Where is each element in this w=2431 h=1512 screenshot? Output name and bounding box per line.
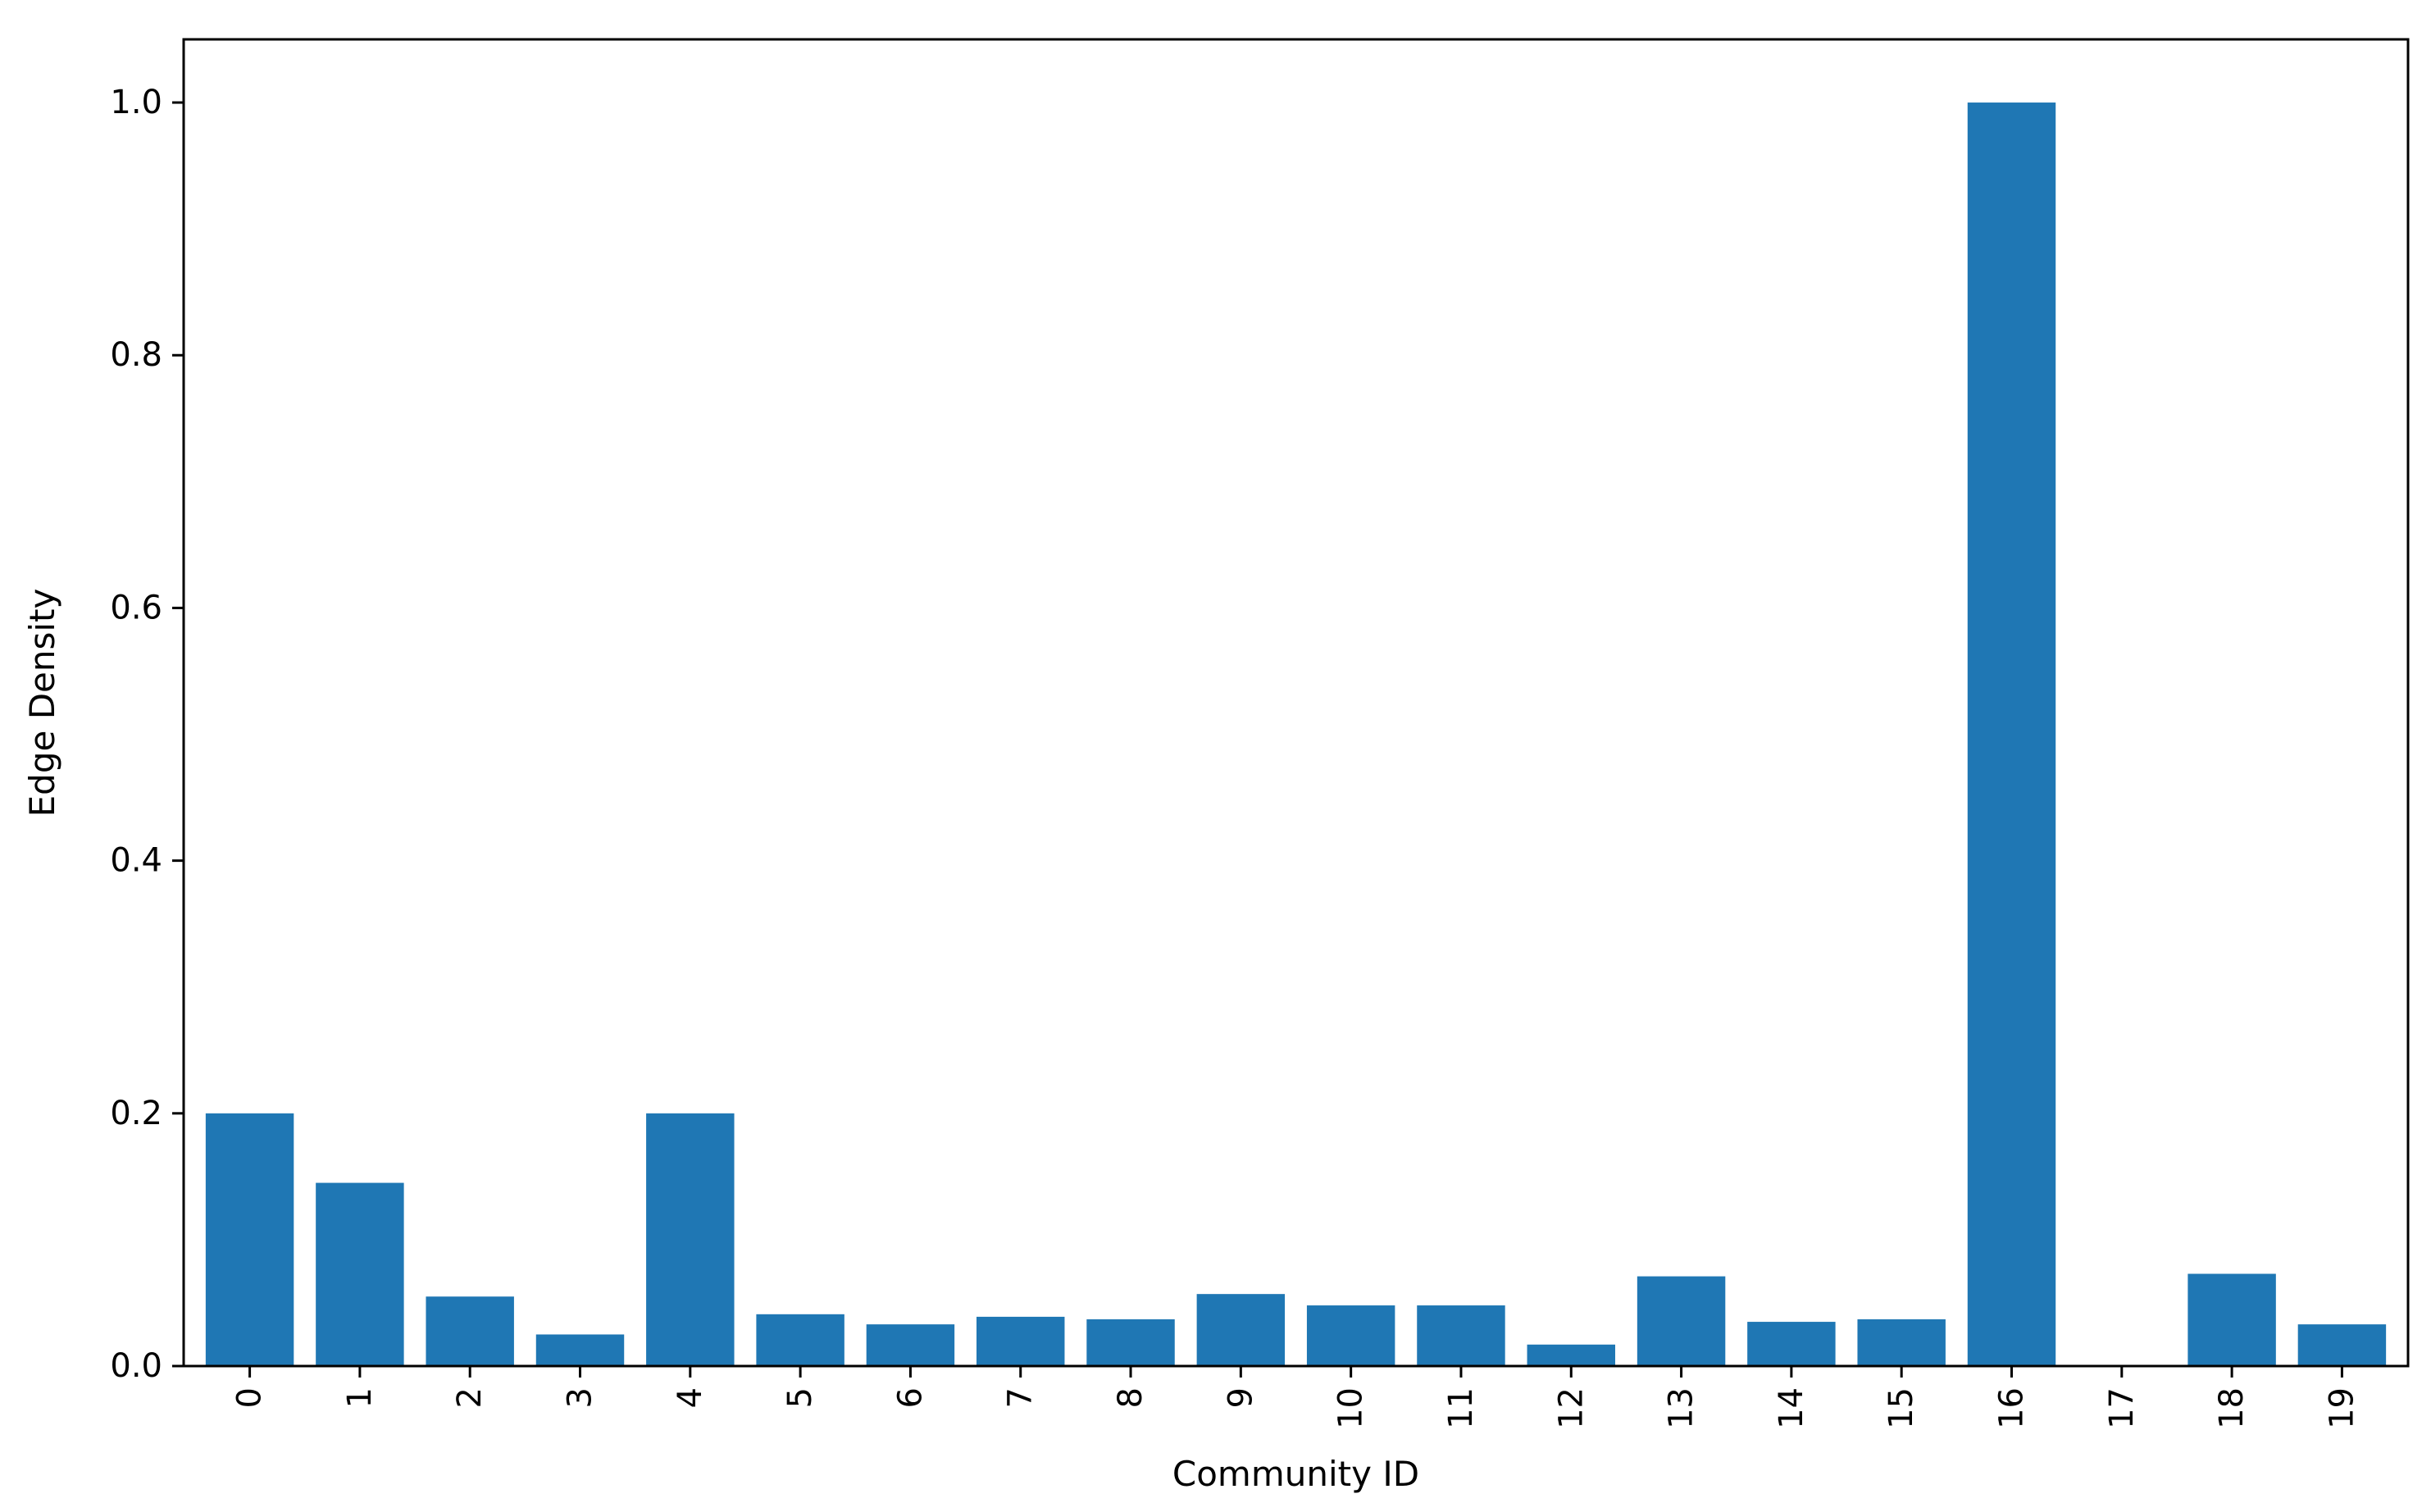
x-tick-label: 14 (1773, 1387, 1810, 1429)
bar-15 (1857, 1318, 1946, 1366)
bar-1 (316, 1182, 404, 1366)
x-tick-label: 5 (781, 1387, 819, 1408)
bar-7 (976, 1316, 1065, 1366)
x-tick-label: 1 (341, 1387, 379, 1408)
x-tick-label: 16 (1992, 1387, 2030, 1429)
bar-11 (1417, 1305, 1505, 1366)
bar-3 (535, 1334, 625, 1366)
y-axis: 0.0 0.2 0.4 0.6 0.8 1.0 (110, 84, 184, 1385)
bar-14 (1747, 1322, 1836, 1366)
bar-6 (866, 1324, 955, 1366)
bar-10 (1306, 1305, 1395, 1366)
bar-9 (1196, 1294, 1286, 1366)
y-tick-label: 0.4 (110, 842, 162, 880)
x-tick-label: 9 (1222, 1387, 1259, 1408)
plot-frame (182, 38, 2410, 1368)
y-tick-label: 0.8 (110, 336, 162, 374)
bar-4 (646, 1113, 735, 1366)
x-tick-label: 7 (1002, 1387, 1040, 1408)
y-tick-label: 0.6 (110, 589, 162, 626)
x-tick-label: 3 (562, 1387, 599, 1408)
x-tick-label: 11 (1442, 1387, 1480, 1429)
y-tick-label: 0.2 (110, 1095, 162, 1132)
y-axis-label: Edge Density (22, 589, 62, 817)
bar-12 (1527, 1344, 1615, 1366)
bar-0 (205, 1113, 294, 1366)
bar-2 (426, 1296, 514, 1366)
x-tick-label: 18 (2213, 1387, 2251, 1429)
x-axis: 0 1 2 3 4 5 6 7 8 9 10 11 12 13 14 15 16 17 18 19 (231, 1366, 2360, 1429)
x-tick-label: 6 (891, 1387, 929, 1408)
bar-8 (1086, 1318, 1175, 1366)
x-axis-label: Community ID (1172, 1454, 1419, 1494)
bar-13 (1637, 1276, 1726, 1366)
y-tick-label: 0.0 (110, 1347, 162, 1385)
x-tick-label: 12 (1552, 1387, 1590, 1429)
bar-16 (1967, 102, 2056, 1367)
x-tick-label: 15 (1882, 1387, 1920, 1429)
x-tick-label: 2 (451, 1387, 489, 1408)
bar-19 (2297, 1324, 2387, 1366)
x-tick-label: 19 (2323, 1387, 2360, 1429)
bar-18 (2187, 1273, 2276, 1366)
x-tick-label: 17 (2103, 1387, 2141, 1429)
x-tick-label: 13 (1663, 1387, 1700, 1429)
x-tick-label: 0 (231, 1387, 269, 1408)
y-tick-label: 1.0 (110, 84, 162, 121)
bars-group (205, 102, 2387, 1367)
bar-5 (756, 1314, 844, 1366)
x-tick-label: 10 (1332, 1387, 1370, 1429)
x-tick-label: 4 (671, 1387, 709, 1408)
x-tick-label: 8 (1112, 1387, 1149, 1408)
